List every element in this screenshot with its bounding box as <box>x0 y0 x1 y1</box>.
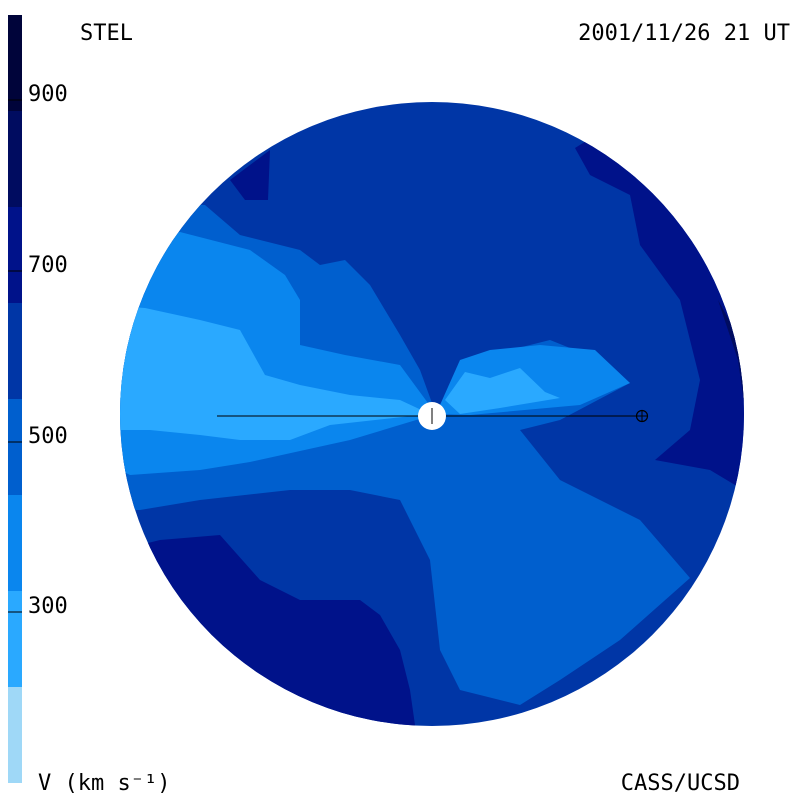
colorbar-tick-label: 700 <box>28 253 68 278</box>
colorbar-tick-label: 900 <box>28 82 68 107</box>
credit-label: CASS/UCSD <box>621 771 740 796</box>
velocity-region-lightest-right <box>445 368 560 414</box>
colorbar-ticks: 900 700 500 300 <box>8 82 68 619</box>
colorbar-tick-label: 300 <box>28 594 68 619</box>
velocity-region-dark-topleft <box>230 150 270 200</box>
velocity-region-lightest-left <box>120 305 430 440</box>
colorbar-band <box>8 15 22 111</box>
colorbar-band <box>8 495 22 591</box>
colorbar-band <box>8 687 22 783</box>
velocity-unit-label: V (km s⁻¹) <box>38 771 170 796</box>
timestamp-label: 2001/11/26 21 UT <box>578 21 790 46</box>
observatory-label: STEL <box>80 21 133 46</box>
earth-symbol-icon <box>635 409 649 423</box>
colorbar-band <box>8 111 22 207</box>
colorbar-tick-label: 500 <box>28 424 68 449</box>
colorbar-band <box>8 591 22 687</box>
velocity-region-medium-right <box>120 340 690 705</box>
velocity-colorbar <box>8 15 22 783</box>
colorbar-band <box>8 207 22 303</box>
velocity-region-darkest-right <box>718 300 744 420</box>
colorbar-band <box>8 303 22 399</box>
colorbar-band <box>8 399 22 495</box>
